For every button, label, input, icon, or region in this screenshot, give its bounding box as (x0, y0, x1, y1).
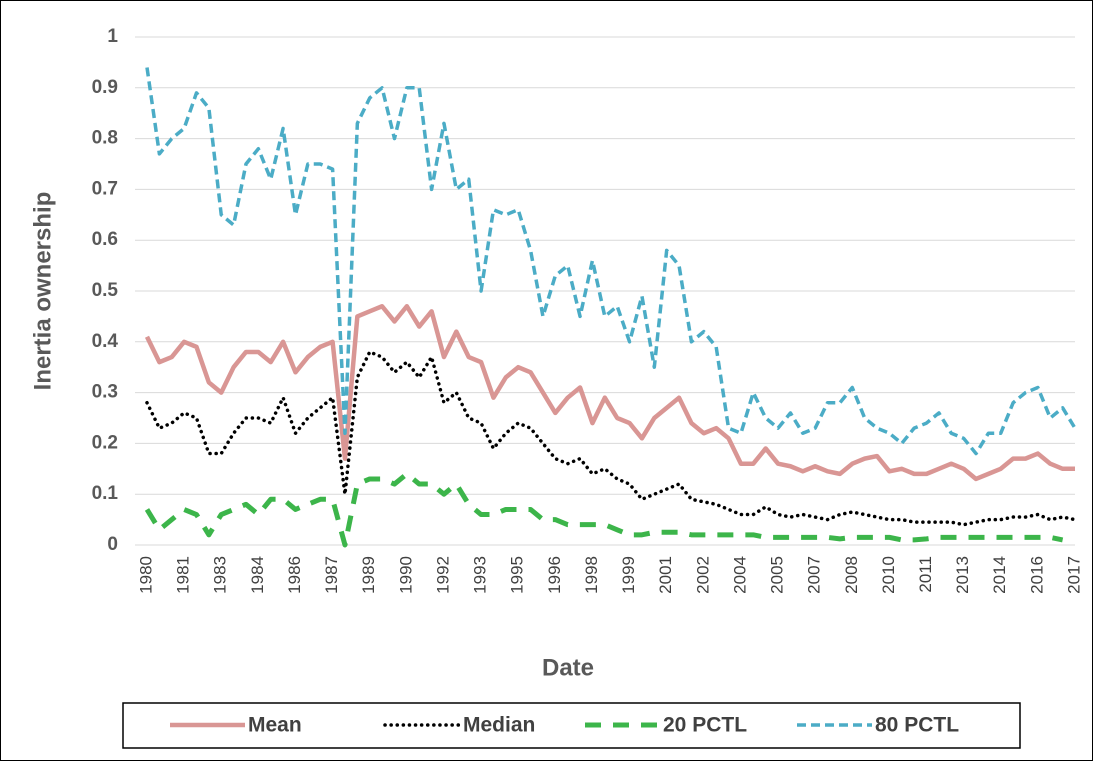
legend-label: 80 PCTL (875, 714, 959, 737)
y-tick-label: 0.1 (92, 483, 119, 504)
x-tick-label: 2004 (730, 556, 749, 594)
x-tick-label: 1993 (471, 556, 490, 594)
x-tick-label: 1987 (322, 556, 341, 594)
legend-label: Mean (248, 714, 302, 737)
series-line (145, 67, 1077, 456)
y-tick-label: 0.6 (92, 229, 118, 250)
x-tick-label: 1990 (396, 556, 415, 594)
x-tick-label: 1995 (508, 556, 527, 594)
x-tick-label: 2008 (842, 556, 861, 594)
x-tick-label: 2011 (916, 556, 935, 593)
y-axis-label: Inertia ownership (29, 192, 56, 391)
x-tick-label: 1981 (174, 556, 193, 594)
x-axis-label: Date (542, 654, 594, 681)
x-tick-label: 1986 (285, 556, 304, 594)
y-tick-label: 0.3 (92, 382, 118, 403)
x-tick-label: 2007 (805, 556, 824, 594)
y-tick-label: 0.8 (92, 128, 118, 149)
x-tick-label: 2010 (879, 556, 898, 594)
x-tick-label: 2013 (953, 556, 972, 594)
x-tick-label: 2016 (1027, 556, 1046, 594)
y-tick-label: 0 (107, 534, 118, 555)
series-line (145, 350, 1077, 527)
y-tick-label: 0.4 (92, 331, 119, 352)
y-tick-label: 0.9 (92, 77, 118, 98)
x-tick-label: 1984 (248, 556, 267, 594)
legend-label: Median (463, 714, 535, 737)
x-tick-label: 1980 (136, 556, 155, 594)
series-line (144, 303, 1075, 482)
x-tick-label: 1992 (433, 556, 452, 594)
x-tick-label: 2017 (1064, 556, 1083, 594)
x-tick-label: 2002 (693, 556, 712, 594)
legend-label: 20 PCTL (663, 714, 747, 737)
x-tick-label: 1983 (211, 556, 230, 594)
x-tick-label: 2005 (768, 556, 787, 594)
x-tick-label: 2014 (990, 556, 1009, 594)
y-tick-label: 0.2 (92, 432, 118, 453)
x-tick-label: 1998 (582, 556, 601, 594)
x-tick-label: 2001 (656, 556, 675, 594)
x-tick-label: 1996 (545, 556, 564, 594)
y-tick-label: 1 (107, 26, 118, 47)
x-tick-label: 1999 (619, 556, 638, 594)
y-tick-label: 0.5 (92, 280, 119, 301)
x-tick-label: 1989 (359, 556, 378, 594)
y-tick-label: 0.7 (92, 178, 118, 199)
